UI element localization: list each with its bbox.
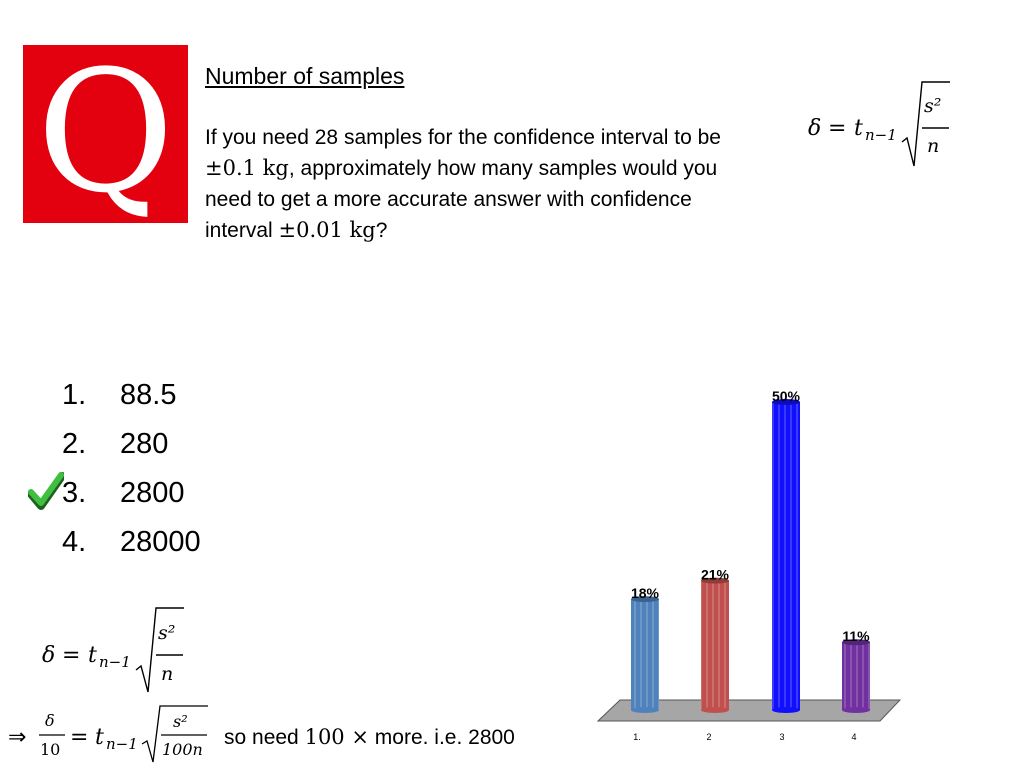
question-interval-2: ±0.01 kg <box>278 218 376 242</box>
question-part1: If you need 28 samples for the confidenc… <box>205 126 721 149</box>
choice-2[interactable]: 2. 280 <box>62 424 201 473</box>
question-text: If you need 28 samples for the confidenc… <box>205 122 765 246</box>
bar-value-label: 11% <box>842 628 870 644</box>
conclusion-suffix: more. i.e. 2800 <box>369 726 515 749</box>
chart-floor <box>596 699 902 722</box>
bar-texture <box>772 402 800 710</box>
choice-number: 2. <box>62 428 87 460</box>
bar-top <box>772 399 800 405</box>
choice-value: 88.5 <box>120 379 177 411</box>
deriv-lhs-denominator: 10 <box>40 740 60 759</box>
bar-base <box>772 707 800 713</box>
category-label: 1. <box>633 732 641 742</box>
choice-1[interactable]: 1. 88.5 <box>62 375 201 424</box>
deriv-lhs-numerator: δ <box>45 711 55 730</box>
bar-value-label: 50% <box>772 388 801 404</box>
conclusion-prefix: so need <box>224 726 305 749</box>
bar-4 <box>842 639 870 713</box>
deriv-subscript: n−1 <box>106 735 138 753</box>
choice-number: 4. <box>62 526 87 558</box>
bar-3 <box>772 399 800 713</box>
deriv-t: t <box>95 725 104 750</box>
bar-top <box>701 577 729 584</box>
category-label: 2 <box>706 732 711 742</box>
formula-numerator: s² <box>924 95 941 117</box>
derivation: ⇒ δ 10 = t n−1 s² 100n so need 100 × mor… <box>8 705 515 763</box>
category-label: 4 <box>851 732 856 742</box>
bar-texture <box>701 580 729 710</box>
bar-1 <box>631 596 659 713</box>
bar-base <box>631 707 659 713</box>
bar-base <box>842 707 870 713</box>
choice-3[interactable]: 3. 2800 <box>62 473 201 522</box>
choice-value: 28000 <box>120 526 201 558</box>
q-logo: Q <box>23 37 188 227</box>
deriv-numerator: s² <box>173 712 188 731</box>
checkmark-icon <box>28 472 64 510</box>
question-part3: ? <box>375 219 388 242</box>
answer-choices: 1. 88.5 2. 280 3. 2800 4. 28000 <box>62 375 201 571</box>
choice-value: 2800 <box>120 477 185 509</box>
deriv-sqrt-sign <box>141 705 208 763</box>
formula-denominator: n <box>161 663 173 685</box>
formula-t: t <box>88 643 97 668</box>
q-logo-letter: Q <box>36 34 175 230</box>
choice-value: 280 <box>120 428 169 460</box>
implies-arrow: ⇒ <box>8 725 26 750</box>
sqrt-sign <box>901 81 950 167</box>
conclusion-factor: 100 × <box>305 725 369 749</box>
bar-base <box>701 707 729 713</box>
formula-subscript: n−1 <box>865 126 897 144</box>
slide-title: Number of samples <box>205 63 405 89</box>
formula-top: δ = t n−1 s² n <box>808 81 950 167</box>
bar-texture <box>842 642 870 710</box>
deriv-denominator: 100n <box>162 740 203 759</box>
formula-equals: = <box>62 643 80 668</box>
sqrt-sign <box>135 607 184 693</box>
bar-value-label: 21% <box>701 567 730 583</box>
question-part2: , approximately how many samples would y… <box>205 157 718 242</box>
deriv-equals: = <box>70 725 88 750</box>
choice-number: 1. <box>62 379 87 411</box>
formula-denominator: n <box>927 135 939 157</box>
conclusion-a: so need 100 × more. i.e. 2800 <box>224 725 515 749</box>
formula-delta: δ <box>42 643 55 668</box>
formula-equals: = <box>828 116 846 141</box>
bar-2 <box>701 577 729 713</box>
bar-top <box>842 639 870 646</box>
formula-numerator: s² <box>158 622 175 644</box>
formula-delta: δ <box>808 116 821 141</box>
question-interval-1: ±0.1 kg <box>205 156 289 180</box>
bar-value-label: 18% <box>631 585 660 601</box>
choice-4[interactable]: 4. 28000 <box>62 522 201 571</box>
formula-left: δ = t n−1 s² n <box>42 607 184 693</box>
formula-t: t <box>854 116 863 141</box>
choice-number: 3. <box>62 477 87 509</box>
category-label: 3 <box>779 732 784 742</box>
bar-top <box>631 596 659 603</box>
bar-texture <box>631 599 659 710</box>
formula-subscript: n−1 <box>99 653 131 671</box>
response-bar-chart: 18% 1. 21% 2 50% 3 11% 4 <box>596 388 902 742</box>
